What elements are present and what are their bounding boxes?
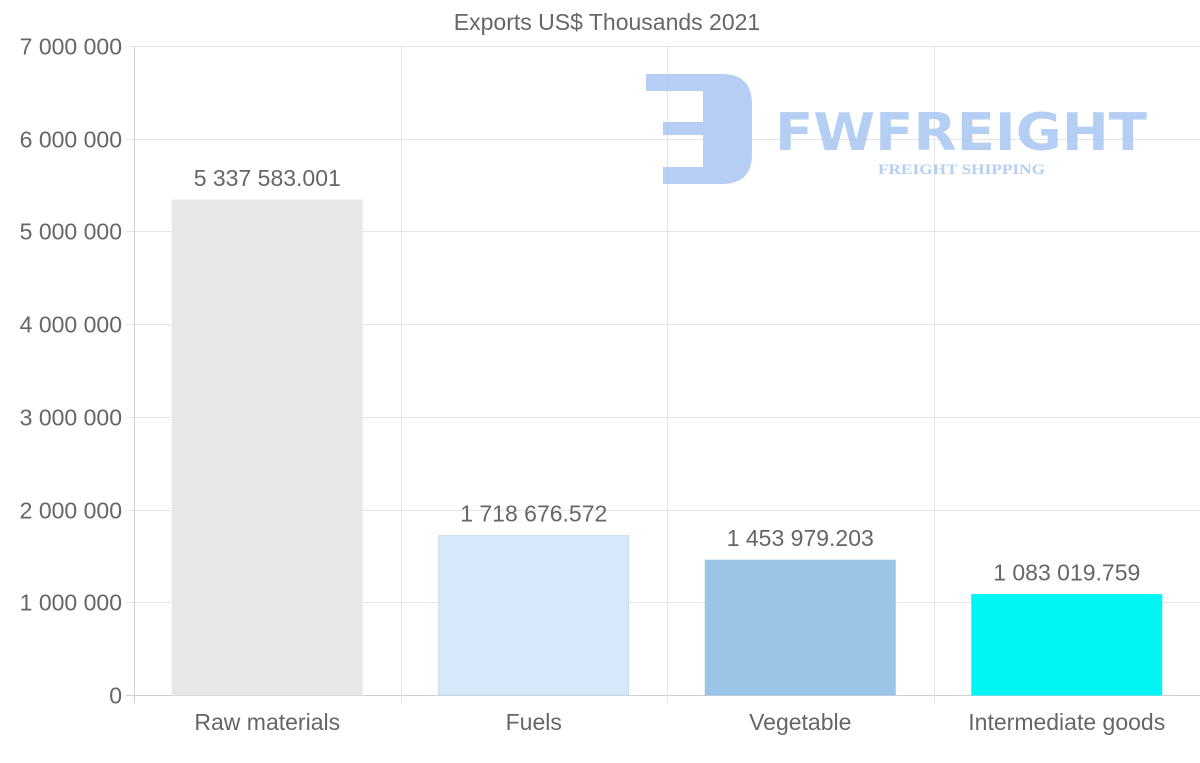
data-label: 1 718 676.572 xyxy=(460,501,607,527)
y-tick-label: 7 000 000 xyxy=(20,34,122,60)
fwfreight-watermark-logo: FWFREIGHT FREIGHT SHIPPING xyxy=(646,74,1148,184)
y-tick-label: 1 000 000 xyxy=(20,590,122,616)
bar-vegetable xyxy=(704,559,896,696)
x-tick-label: Raw materials xyxy=(194,709,340,735)
x-tick-label: Intermediate goods xyxy=(968,709,1165,735)
y-tick-label: 2 000 000 xyxy=(20,498,122,524)
y-tick-label: 6 000 000 xyxy=(20,127,122,153)
labels: 0 1 000 000 2 000 000 3 000 000 4 000 000 5 0… xyxy=(20,34,1166,736)
bar-raw-materials xyxy=(171,199,363,696)
bar-intermediate-goods xyxy=(971,594,1163,696)
bars xyxy=(171,199,1163,696)
data-label: 1 453 979.203 xyxy=(727,525,874,551)
watermark-brand: FWFREIGHT xyxy=(775,103,1148,163)
y-tick-label: 4 000 000 xyxy=(20,312,122,338)
logo-mark-icon xyxy=(646,74,752,184)
y-tick-label: 5 000 000 xyxy=(20,219,122,245)
x-tick-label: Vegetable xyxy=(749,709,851,735)
chart-title: Exports US$ Thousands 2021 xyxy=(454,9,760,35)
bar-fuels xyxy=(438,535,630,696)
x-tick-label: Fuels xyxy=(506,709,562,735)
data-label: 1 083 019.759 xyxy=(993,560,1140,586)
y-tick-label: 3 000 000 xyxy=(20,405,122,431)
data-label: 5 337 583.001 xyxy=(194,165,341,191)
watermark-tagline: FREIGHT SHIPPING xyxy=(878,162,1045,178)
y-tick-label: 0 xyxy=(109,683,122,709)
